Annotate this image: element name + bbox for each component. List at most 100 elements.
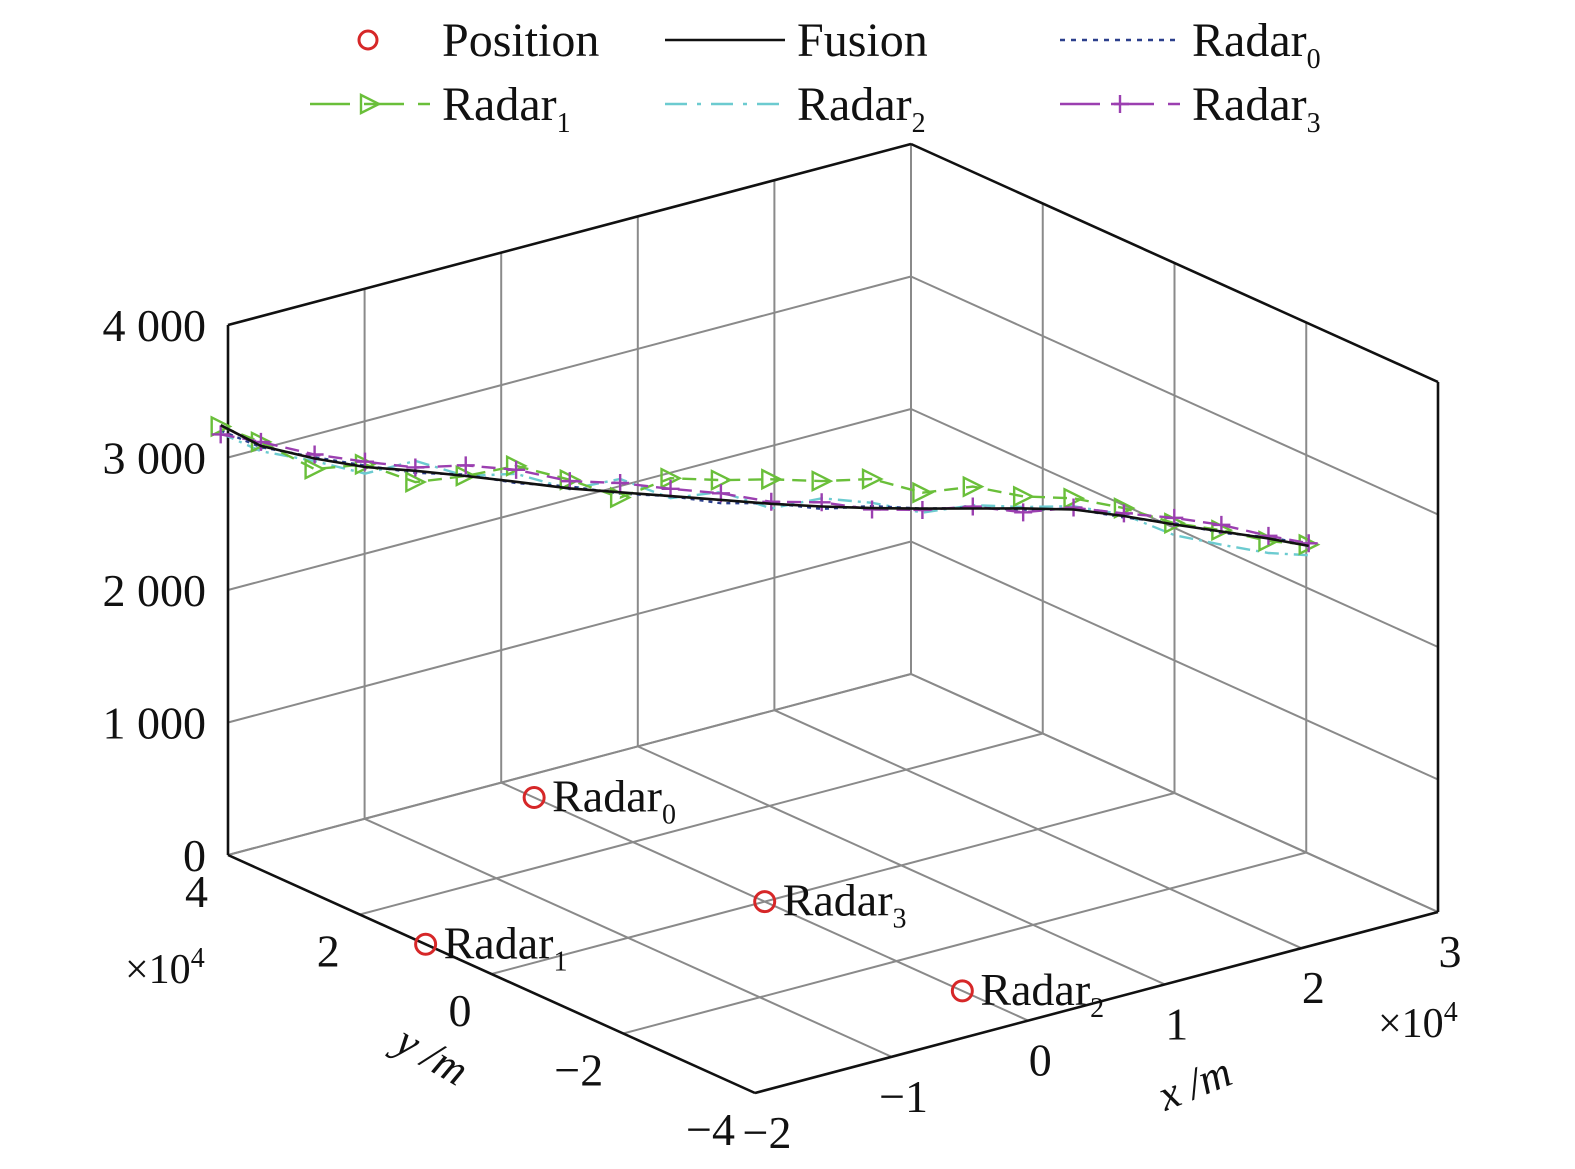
floor-gridline-y — [491, 792, 1175, 975]
legend-label-text: Radar — [797, 78, 912, 131]
radar-position-marker — [414, 932, 438, 956]
legend-label-text: Position — [442, 14, 599, 67]
data-point-radar3 — [1014, 503, 1033, 522]
data-point-radar1 — [811, 470, 834, 493]
radar-position-subscript: 1 — [553, 946, 567, 977]
legend-item-radar3: Radar3 — [1060, 78, 1321, 139]
radar-position-subscript: 3 — [893, 904, 907, 935]
radar-position-label: Radar0 — [552, 770, 676, 830]
wall-gridline-z — [910, 275, 1439, 516]
series-line-radar2 — [220, 432, 1309, 557]
legend-label-subscript: 3 — [1307, 108, 1321, 139]
radar-position-marker — [950, 979, 974, 1003]
radar-position-marker — [522, 785, 546, 809]
legend-marker-radar3 — [1111, 95, 1129, 113]
series-line-radar3 — [220, 433, 1309, 545]
radar-position: Radar0 — [522, 770, 676, 830]
series-radar3 — [211, 425, 1318, 553]
data-point-radar3 — [1299, 534, 1318, 553]
z-tick-label: 0 — [183, 830, 206, 881]
x-multiplier-base: ×10 — [1378, 1001, 1444, 1047]
box-edge — [910, 142, 1439, 384]
axis-x-line — [754, 910, 1439, 1095]
wall-gridline-z — [227, 275, 912, 459]
radar-position-label: Radar3 — [783, 875, 907, 935]
y-multiplier-base: ×10 — [125, 947, 191, 993]
data-point-radar3 — [1114, 504, 1133, 523]
legend-label-text: Fusion — [797, 14, 928, 67]
x-tick-label: 2 — [1302, 962, 1325, 1013]
z-tick-label: 2 000 — [103, 565, 207, 616]
legend-item-radar1: Radar1 — [310, 78, 571, 139]
series-line-fusion — [220, 424, 1309, 548]
x-tick-label: 0 — [1029, 1035, 1052, 1086]
series-radar2 — [220, 432, 1309, 557]
legend-item-radar2: Radar2 — [665, 78, 926, 139]
data-point-radar1 — [304, 458, 327, 481]
data-point-radar3 — [1064, 498, 1083, 517]
legend-label-radar2: Radar2 — [797, 78, 926, 139]
series-layer — [210, 415, 1321, 557]
data-point-radar3 — [913, 500, 932, 519]
radar-position-name: Radar — [980, 964, 1090, 1015]
legend-label-text: Radar — [1192, 78, 1307, 131]
x-multiplier: ×104 — [1378, 997, 1458, 1047]
legend-label-radar3: Radar3 — [1192, 78, 1321, 139]
wall-gridline-z — [227, 540, 912, 724]
data-point-radar1 — [761, 468, 783, 491]
legend-item-position: Position — [357, 14, 599, 67]
y-tick-label: 2 — [317, 926, 340, 977]
legend-label-fusion: Fusion — [797, 14, 928, 67]
legend-label-text: Radar — [1192, 14, 1307, 67]
legend-swatch-position — [357, 29, 379, 51]
data-point-radar3 — [406, 458, 425, 477]
y-tick-label: 4 — [185, 866, 208, 917]
y-tick-label: −4 — [686, 1104, 735, 1155]
series-radar1 — [210, 415, 1321, 556]
series-fusion — [220, 424, 1309, 548]
legend-label-radar0: Radar0 — [1192, 14, 1321, 75]
floor-gridline-y — [359, 732, 1044, 916]
legend-item-radar0: Radar0 — [1060, 14, 1321, 75]
x-tick-label: −2 — [743, 1107, 792, 1158]
series-line-radar1 — [220, 425, 1309, 546]
y-tick-label: 0 — [449, 985, 472, 1036]
data-point-radar3 — [762, 492, 781, 511]
data-point-radar1 — [912, 481, 935, 504]
axes-box — [226, 142, 1440, 1095]
radar-position-marker — [753, 890, 777, 914]
data-point-radar3 — [211, 425, 230, 444]
radar-position-name: Radar — [552, 770, 662, 821]
legend-label-subscript: 2 — [912, 108, 926, 139]
data-point-radar3 — [305, 445, 324, 464]
z-tick-label: 3 000 — [103, 433, 207, 484]
wall-gridline-z — [227, 673, 912, 856]
y-tick-label: −2 — [554, 1045, 603, 1096]
data-point-radar3 — [456, 456, 475, 475]
radar-position-label: Radar2 — [980, 964, 1104, 1024]
legend-label-subscript: 1 — [557, 108, 571, 139]
x-multiplier-exp: 4 — [1444, 997, 1458, 1028]
data-point-radar3 — [1259, 526, 1278, 545]
data-point-radar3 — [611, 473, 630, 492]
legend-label-position: Position — [442, 14, 599, 67]
data-point-radar3 — [507, 460, 526, 479]
radar-position: Radar2 — [950, 964, 1104, 1024]
y-multiplier-exp: 4 — [191, 943, 205, 974]
grid-layer — [227, 143, 1439, 1094]
radar-position-subscript: 0 — [662, 799, 676, 830]
legend-marker-radar1 — [359, 93, 382, 115]
box-edge — [227, 142, 912, 327]
x-tick-label: −1 — [879, 1071, 928, 1122]
legend-label-text: Radar — [442, 78, 557, 131]
data-point-radar1 — [405, 471, 428, 493]
axis-y-line — [227, 853, 756, 1095]
wall-gridline-z — [910, 540, 1439, 781]
wall-gridline-z — [910, 673, 1439, 913]
legend-item-fusion: Fusion — [665, 14, 928, 67]
data-point-radar3 — [812, 493, 831, 512]
z-tick-label: 4 000 — [103, 300, 207, 351]
data-point-radar1 — [962, 475, 985, 498]
